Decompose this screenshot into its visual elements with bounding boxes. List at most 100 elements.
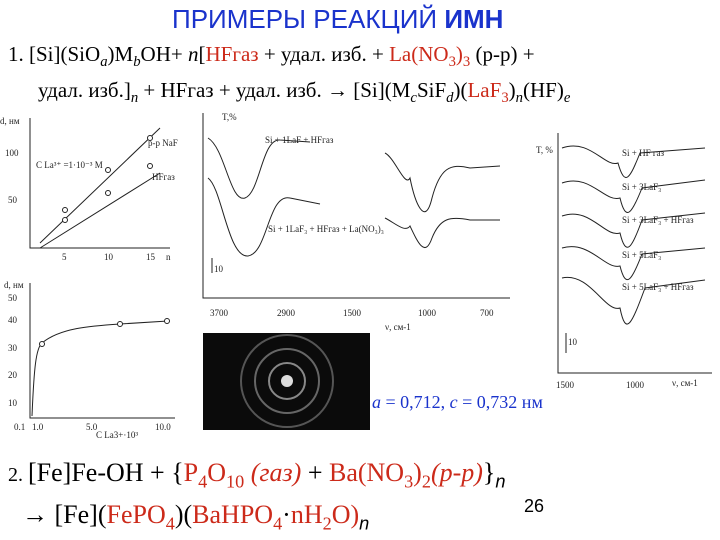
eq-part: n	[187, 42, 199, 66]
diffraction-image	[203, 333, 370, 430]
fig3: T,% Si + 1LaF + HFгаз Si + 1LaF₃ + HFгаз…	[202, 112, 510, 332]
eq-sub: n	[130, 90, 139, 107]
eq-part: FePO	[106, 500, 166, 529]
eq-part: (р-р) +	[470, 42, 535, 66]
tick: 1500	[556, 380, 575, 390]
eq-part: [Fe]Fe-OH + {	[28, 458, 184, 487]
eq-sub: b	[133, 54, 141, 71]
scale: 10	[568, 337, 578, 347]
x-label: ν, см-1	[672, 378, 698, 388]
title-text: ПРИМЕРЫ РЕАКЦИЙ	[172, 4, 445, 34]
scale: 10	[214, 264, 224, 274]
eq-sub: 4	[273, 513, 283, 534]
series-label: HFгаз	[152, 172, 175, 182]
y-label: d, нм	[4, 280, 24, 290]
tick: 1500	[343, 308, 362, 318]
eq-part: (р-р)	[430, 458, 483, 487]
eq-sub: 4	[165, 513, 175, 534]
curve	[31, 320, 169, 417]
lattice: a = 0,712, c = 0,732 нм	[372, 392, 543, 413]
equation1-line1: 1. [Si](SiOa)MbOH+ n[HFгаз + удал. изб. …	[8, 42, 535, 71]
eq-sub: 2	[322, 513, 332, 534]
tick: 50	[8, 293, 18, 303]
tick: 5.0	[86, 422, 98, 432]
x-label: n	[166, 252, 171, 262]
equation1-line2: удал. изб.]n + HFгаз + удал. изб. → [Si]…	[38, 78, 570, 107]
curve-label: Si + 3LaF₃ + HFгаз	[622, 215, 694, 225]
tick: 100	[5, 148, 19, 158]
tick: 10	[104, 252, 114, 262]
tick: 0.1	[14, 422, 25, 432]
note: C La³⁺ =1·10⁻³ M	[36, 160, 103, 170]
axis	[29, 283, 175, 419]
eq-part: [Si](SiO	[29, 42, 101, 66]
lattice-part: = 0,712,	[381, 392, 450, 412]
point	[62, 207, 68, 213]
tick: 50	[8, 195, 18, 205]
equation2-line2: → [Fe](FePO4)(BaHPO4·nH2O)n	[22, 500, 369, 534]
eq-part: }	[482, 458, 496, 487]
lattice-part: c	[449, 392, 458, 412]
equation2-line1: 2. [Fe]Fe-OH + {P4O10 (газ) + Ba(NO3)2(р…	[8, 458, 506, 492]
curve-label: Si + 5LaF₃	[622, 250, 661, 260]
eq-part: )(	[453, 78, 468, 102]
curve	[561, 246, 706, 280]
eq-part: )	[455, 42, 463, 66]
eq-sub: 10	[226, 471, 245, 492]
tick: 5	[62, 252, 67, 262]
eq-part: (газ)	[244, 458, 302, 487]
eq-sub: 2	[421, 471, 431, 492]
eq-sub: d	[446, 90, 454, 107]
x-label: C La3+·10³	[96, 430, 138, 438]
point	[147, 163, 153, 169]
tick: 700	[480, 308, 494, 318]
tick: 15	[146, 252, 156, 262]
eq-part: 2.	[8, 464, 28, 486]
y-label: d, нм	[0, 116, 20, 126]
eq-sub: 3	[462, 54, 471, 71]
eq-part: BaHPO	[192, 500, 274, 529]
ring	[254, 348, 320, 414]
eq-sub: n	[515, 90, 523, 107]
fig4: T, % Si + HF газ Si + 3LaF₃ Si + 3LaF₃ +…	[536, 133, 712, 390]
lattice-part: a	[372, 392, 381, 412]
point	[62, 217, 68, 223]
tick: 10.0	[155, 422, 171, 432]
eq-part: O	[207, 458, 227, 487]
axis	[557, 133, 712, 374]
eq-part: P	[183, 458, 199, 487]
curve	[384, 217, 500, 248]
curve	[561, 145, 706, 178]
axis	[202, 113, 510, 299]
x-label: ν, см-1	[385, 322, 411, 332]
eq-sub: 3	[404, 471, 414, 492]
title: ПРИМЕРЫ РЕАКЦИЙ ИМН	[172, 4, 503, 35]
eq-part: O)	[331, 500, 360, 529]
tick: 3700	[210, 308, 229, 318]
y-label: T, %	[536, 145, 553, 155]
fig1: d, нм 100 50 5 10 15 n C La³⁺ =1·10⁻³ M р-р …	[0, 116, 178, 262]
eq-sub: c	[410, 90, 417, 107]
tick: 40	[8, 315, 18, 325]
eq-part: )	[508, 78, 516, 102]
eq-part: 1.	[8, 42, 29, 66]
axis	[29, 118, 170, 249]
tick: 10	[8, 398, 18, 408]
fig2: d, нм 50 40 30 20 10 0.1 1.0 5.0 10.0 C La3+·10…	[4, 280, 175, 438]
eq-sub: n	[495, 471, 506, 492]
ring	[240, 334, 334, 428]
lattice-part: = 0,732 нм	[457, 392, 543, 412]
eq-part: [	[198, 42, 206, 66]
tick: 30	[8, 343, 18, 353]
series-label: р-р NaF	[148, 138, 178, 148]
curve	[207, 177, 321, 257]
eq-part: SiF	[416, 78, 447, 102]
eq-sub: a	[100, 54, 108, 71]
eq-part: LaF	[467, 78, 502, 102]
curve	[561, 179, 706, 213]
curve-label: Si + HF газ	[622, 148, 665, 158]
eq-part: Ba(NO	[328, 458, 405, 487]
eq-part: ·	[282, 500, 291, 529]
eq-part: HFгаз	[205, 42, 259, 66]
